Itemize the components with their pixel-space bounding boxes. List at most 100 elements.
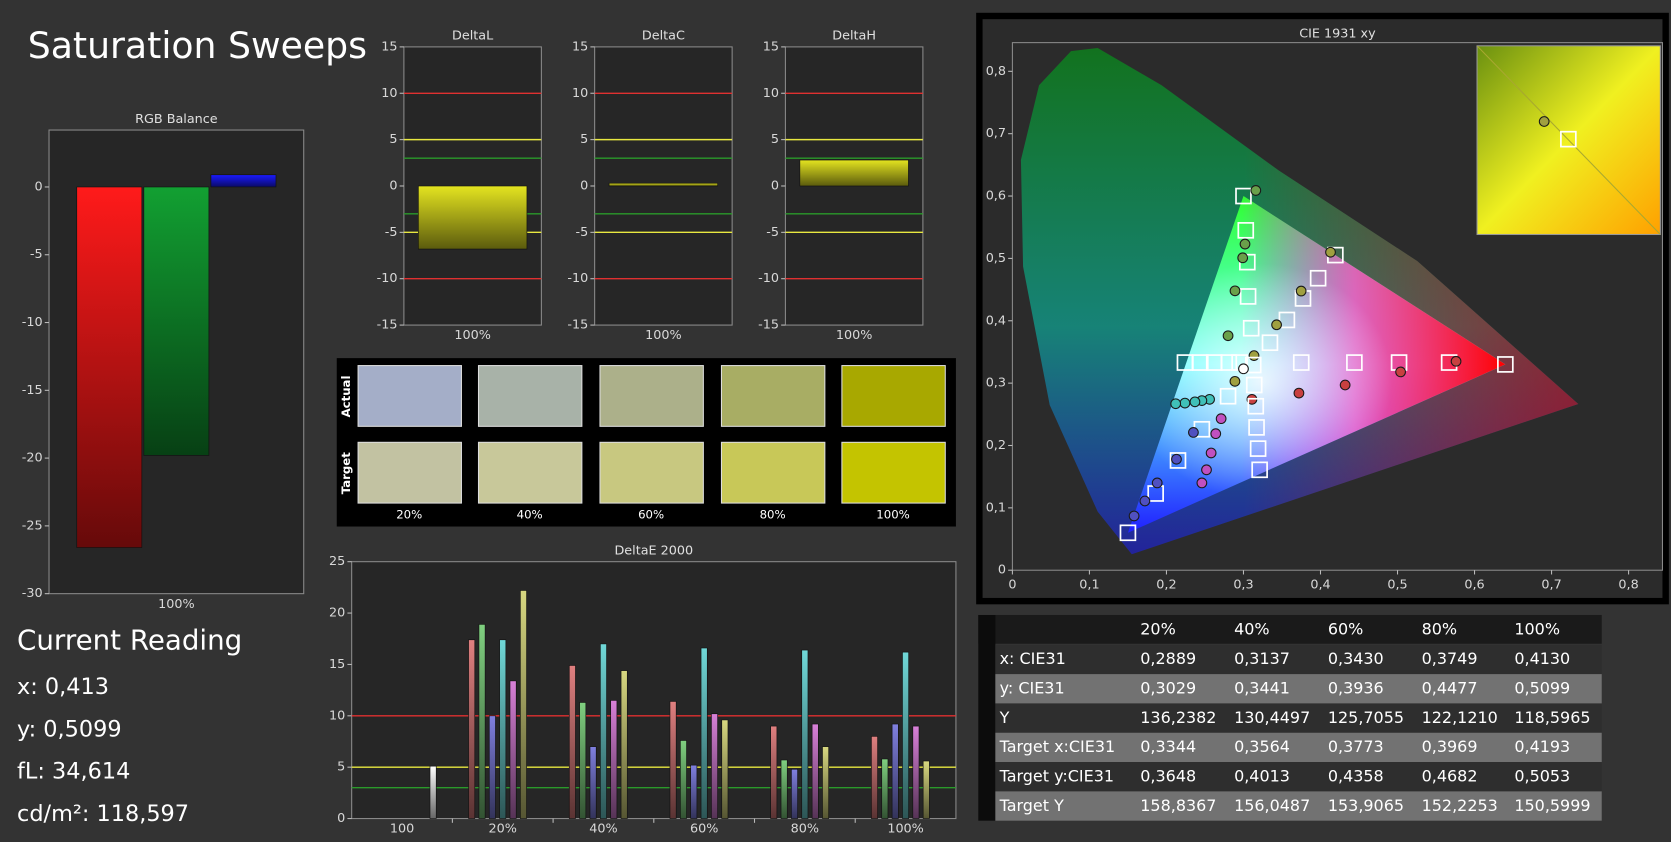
y-tick-label: 0 [771,178,779,193]
table-column-header: 40% [1234,619,1269,638]
y-tick-label: 10 [329,708,345,723]
y-tick-label: 15 [381,39,397,54]
y-tick-label: -5 [385,225,398,240]
target-point [1205,354,1223,371]
bar [801,649,809,819]
y-tick-label: 5 [580,132,588,147]
x-tick-label: 0,2 [1156,578,1176,593]
bar [780,759,788,819]
table-header [978,614,1602,644]
bar [608,182,719,187]
table-row [995,732,1602,763]
bar [468,639,476,819]
table-cell: 122,1210 [1422,708,1498,727]
table-cell: 0,4193 [1514,737,1570,756]
swatch-label: 40% [517,507,543,521]
y-tick-label: 0,6 [986,189,1006,204]
target-point [1219,387,1237,405]
bar [568,665,576,819]
chart-title: DeltaL [452,29,494,44]
table-cell: 153,9065 [1328,796,1404,815]
table-cell: 118,5965 [1514,708,1590,727]
bar [902,651,909,819]
target-point [1309,269,1327,287]
bar [579,702,587,819]
table-cell: 0,3936 [1328,679,1384,698]
target-point [1235,187,1252,205]
target-point [1249,440,1267,457]
x-tick-label: 0,6 [1464,578,1484,593]
swatch [841,441,946,504]
y-tick-label: -10 [22,315,43,330]
reading-line: fL: 34,614 [17,759,130,785]
y-tick-label: 0,8 [986,64,1006,79]
plot-area [1011,42,1664,571]
swatch [477,441,583,504]
y-tick-label: 25 [329,554,345,569]
measured-point [1210,428,1222,440]
bar [680,740,687,819]
bar [589,746,597,819]
table-cell: 0,3137 [1234,649,1290,668]
table-cell: 0,4013 [1234,766,1290,785]
measured-point [1293,387,1305,399]
y-tick-label: 0,2 [986,438,1006,453]
table-column-header: 60% [1328,619,1363,638]
measured-point [1339,379,1351,391]
measured-point [1237,252,1249,264]
measured-point [1128,510,1140,522]
table-column-header: 20% [1140,619,1175,638]
bar [711,713,718,819]
swatch-row-label: Actual [339,376,353,418]
measured-point [1450,355,1462,367]
bar [791,768,798,819]
table-cell: 0,3441 [1234,679,1290,698]
swatch [357,441,462,504]
table-cell: 0,4130 [1514,649,1570,668]
bar [811,723,819,819]
table-cell: 152,2253 [1422,796,1498,815]
bar [912,725,920,819]
bar [600,643,607,819]
table-cell: 158,8367 [1140,796,1216,815]
zoom-inset-marks [1477,45,1661,235]
y-tick-label: 0,4 [986,313,1006,328]
y-tick-label: -15 [22,383,43,398]
table-row-label: x: CIE31 [1000,649,1066,668]
y-tick-label: 10 [572,86,588,101]
table-cell: 0,2889 [1140,649,1196,668]
table-cell: 0,3648 [1140,766,1196,785]
measured-point [1170,398,1182,410]
target-point [1560,130,1577,148]
table-row-label: Target x:CIE31 [999,737,1116,756]
chart-title: RGB Balance [135,112,218,127]
bar [770,725,778,819]
target-point [1248,419,1265,436]
y-tick-label: -30 [22,586,43,601]
measured-point [1250,185,1262,196]
target-point [1119,524,1137,542]
bar [429,765,437,819]
measured-point [1229,285,1241,297]
measured-point [1188,427,1199,438]
bar [418,185,528,250]
swatch-label: 80% [760,507,786,521]
measured-point [1325,246,1336,258]
y-tick-label: 0 [580,178,588,193]
x-tick-label: 0,5 [1387,578,1407,593]
y-tick-label: -5 [766,225,779,240]
target-point [1292,354,1310,371]
swatch [720,365,826,427]
table-cell: 0,3430 [1328,649,1384,668]
measured-point [1196,477,1208,489]
y-tick-label: -15 [567,318,588,333]
target-point [1176,354,1194,371]
measured-point [1248,350,1260,362]
target-point [1169,452,1187,469]
zoom-gamut-edge [1477,45,1661,235]
y-tick-label: 15 [329,657,345,672]
measured-point [1222,330,1234,342]
table-row [995,644,1602,675]
